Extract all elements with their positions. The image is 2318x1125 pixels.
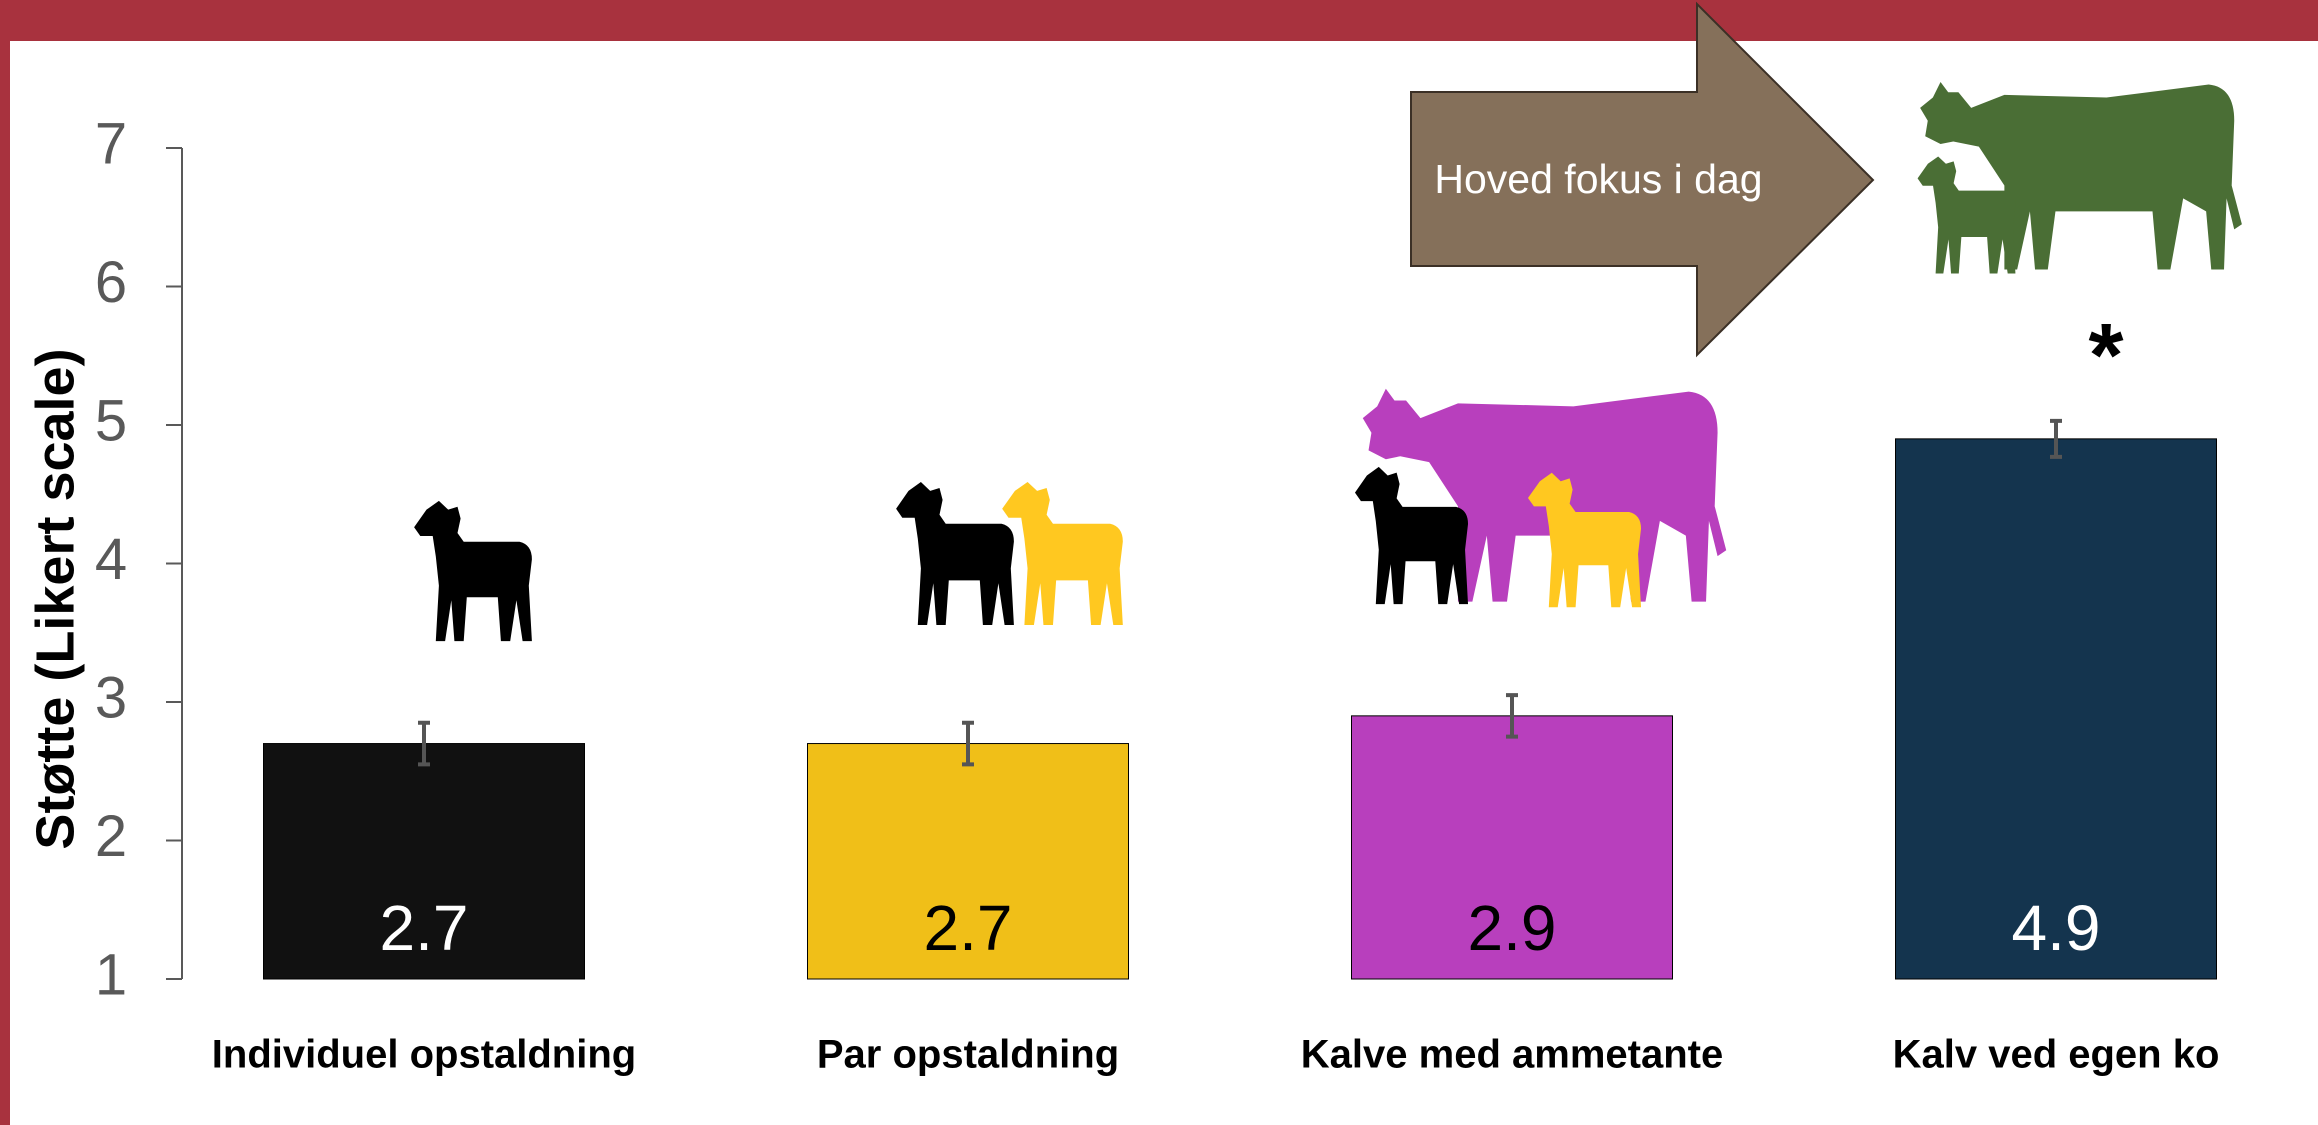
top-border <box>0 0 2318 41</box>
x-tick-label: Kalve med ammetante <box>1301 1033 1723 1077</box>
value-label: 2.7 <box>924 892 1013 964</box>
y-tick-label: 6 <box>95 250 127 315</box>
focus-arrow-label-box: Hoved fokus i dag <box>1411 92 1786 266</box>
y-tick-label: 5 <box>95 388 127 453</box>
value-label: 2.7 <box>380 892 469 964</box>
significance-marker: * <box>2088 306 2123 406</box>
calf-icon <box>896 482 1014 625</box>
left-border <box>0 0 10 1125</box>
y-tick-label: 2 <box>95 804 127 869</box>
focus-arrow-label: Hoved fokus i dag <box>1411 92 1786 266</box>
calf-icon <box>1002 482 1123 625</box>
y-axis-label: Støtte (Likert scale) <box>25 348 85 849</box>
x-tick-label: Kalv ved egen ko <box>1893 1033 2220 1077</box>
x-tick-label: Individuel opstaldning <box>212 1033 636 1077</box>
chart: Hoved fokus i dag Støtte (Likert scale) … <box>0 0 2318 1125</box>
y-tick-label: 4 <box>95 527 127 592</box>
value-label: 2.9 <box>1468 892 1557 964</box>
y-tick-label: 1 <box>95 942 127 1007</box>
calf-icon <box>414 501 532 641</box>
y-tick-label: 7 <box>95 111 127 176</box>
page: Hoved fokus i dag Støtte (Likert scale) … <box>0 0 2318 1125</box>
x-tick-label: Par opstaldning <box>817 1033 1119 1077</box>
value-label: 4.9 <box>2012 892 2101 964</box>
y-tick-label: 3 <box>95 665 127 730</box>
cow-icon <box>1920 82 2242 270</box>
